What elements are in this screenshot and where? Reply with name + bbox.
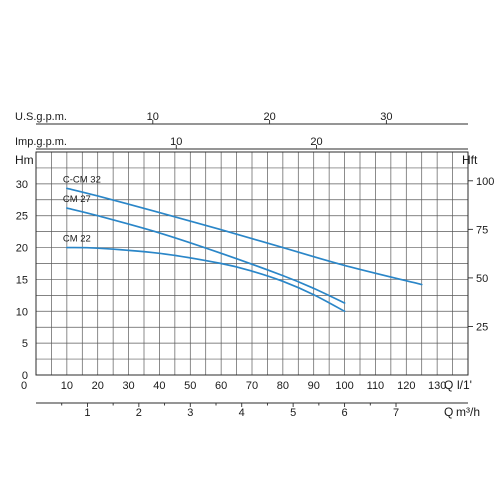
performance-curves (66, 187, 423, 313)
x-axis-unit: l/1' (457, 378, 472, 392)
y-tick-label: 25 (16, 211, 28, 223)
x-tick-label: 120 (397, 380, 415, 392)
secondary-axis-tick-label: 10 (170, 136, 182, 148)
chart-axes (36, 120, 473, 407)
series-label-cm-22: CM 22 (63, 234, 91, 245)
secondary-axis-unit: m³/h (456, 405, 480, 419)
secondary-axis-tick-label: 10 (147, 111, 159, 123)
x-tick-label: 20 (92, 380, 104, 392)
y-tick-label: 15 (16, 274, 28, 286)
x-tick-label: 100 (335, 380, 353, 392)
x-tick-label: 70 (246, 380, 258, 392)
x-axis-prefix: Q (444, 378, 453, 392)
x-tick-label: 60 (215, 380, 227, 392)
secondary-axis-label: Imp.g.p.m. (15, 136, 67, 148)
y-axis-unit-right: Hft (462, 153, 478, 167)
right-y-tick-label: 75 (476, 224, 488, 236)
x-tick-label: 50 (184, 380, 196, 392)
x-tick-label: 80 (277, 380, 289, 392)
x-tick-label: 130 (428, 380, 446, 392)
secondary-axis-tick-label: 7 (393, 407, 399, 419)
x-tick-label: 110 (367, 380, 385, 392)
y-tick-label: 20 (16, 243, 28, 255)
secondary-axis-tick-label: 4 (239, 407, 245, 419)
series-label-cm-27: CM 27 (63, 194, 91, 205)
secondary-axis-tick-label: 30 (380, 111, 392, 123)
right-y-tick-label: 25 (476, 321, 488, 333)
right-y-tick-label: 100 (476, 176, 494, 188)
curve-cm-27 (66, 207, 346, 304)
secondary-axis-tick-label: 20 (310, 136, 322, 148)
chart-grid (35, 151, 469, 376)
y-tick-label: 0 (22, 370, 28, 382)
curve-cm-22 (66, 246, 346, 313)
y-tick-label: 10 (16, 306, 28, 318)
secondary-axis-prefix: Q (444, 405, 453, 419)
right-y-tick-label: 50 (476, 273, 488, 285)
secondary-axis-tick-label: 5 (290, 407, 296, 419)
y-axis-unit-left: Hm (15, 153, 34, 167)
x-tick-label: 90 (308, 380, 320, 392)
secondary-axis-label: U.S.g.p.m. (15, 111, 67, 123)
x-tick-label: 40 (153, 380, 165, 392)
x-tick-label: 30 (122, 380, 134, 392)
secondary-axis-tick-label: 6 (342, 407, 348, 419)
series-label-c-cm-32: C-CM 32 (63, 174, 101, 185)
x-tick-label: 10 (61, 380, 73, 392)
secondary-axis-tick-label: 2 (136, 407, 142, 419)
y-tick-label: 30 (16, 179, 28, 191)
x-tick-label: 0 (21, 380, 27, 392)
secondary-axis-tick-label: 1 (84, 407, 90, 419)
y-tick-label: 5 (22, 338, 28, 350)
curve-c-cm-32 (66, 187, 423, 286)
secondary-axis-tick-label: 20 (263, 111, 275, 123)
secondary-axis-tick-label: 3 (187, 407, 193, 419)
plot-frame (35, 151, 469, 376)
